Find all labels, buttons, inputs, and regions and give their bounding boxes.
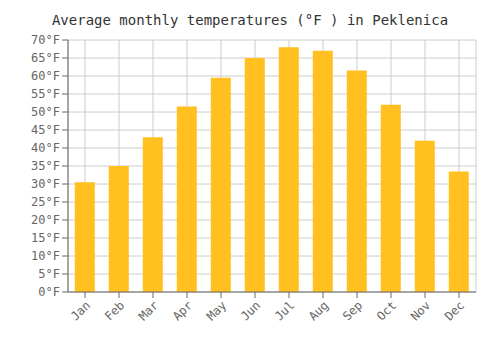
svg-text:65°F: 65°F [31, 51, 60, 65]
svg-text:Sep: Sep [340, 298, 365, 323]
svg-text:60°F: 60°F [31, 69, 60, 83]
svg-text:Feb: Feb [102, 298, 127, 323]
svg-text:70°F: 70°F [31, 33, 60, 47]
svg-text:15°F: 15°F [31, 231, 60, 245]
svg-text:5°F: 5°F [38, 267, 60, 281]
svg-text:40°F: 40°F [31, 141, 60, 155]
svg-text:45°F: 45°F [31, 123, 60, 137]
svg-text:10°F: 10°F [31, 249, 60, 263]
svg-text:Jul: Jul [272, 298, 297, 323]
svg-text:Nov: Nov [408, 298, 433, 323]
html-text:Average monthly temperatures (: Average monthly temperatures (°F ) in Pe… [51, 12, 449, 28]
svg-text:Apr: Apr [170, 298, 195, 323]
svg-text:Aug: Aug [306, 298, 331, 323]
svg-text:Mar: Mar [136, 298, 161, 323]
svg-text:Jun: Jun [238, 298, 263, 323]
svg-text:35°F: 35°F [31, 159, 60, 173]
svg-text:20°F: 20°F [31, 213, 60, 227]
svg-text:30°F: 30°F [31, 177, 60, 191]
svg-text:0°F: 0°F [38, 285, 60, 299]
svg-text:50°F: 50°F [31, 105, 60, 119]
svg-text:Dec: Dec [442, 298, 467, 323]
svg-text:Oct: Oct [374, 298, 399, 323]
svg-text:25°F: 25°F [31, 195, 60, 209]
svg-text:May: May [204, 298, 229, 323]
svg-text:Jan: Jan [68, 298, 93, 323]
svg-text:55°F: 55°F [31, 87, 60, 101]
